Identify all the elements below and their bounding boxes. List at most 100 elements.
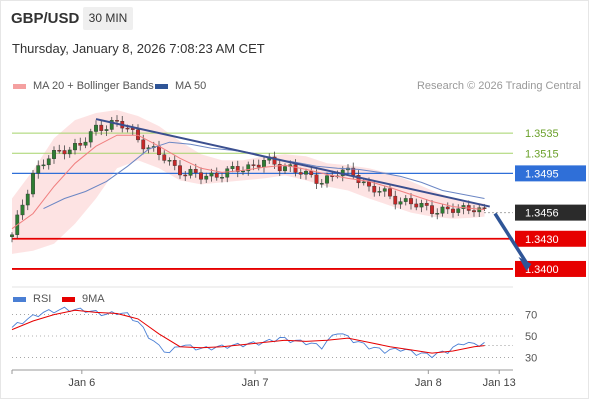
candle-46: [251, 164, 256, 166]
level-label-2: 1.3495: [525, 168, 559, 180]
candle-75: [403, 198, 408, 202]
candle-11: [67, 149, 72, 155]
x-tick-label-1: Jan 7: [242, 377, 269, 389]
forecast-arrow-head: [518, 256, 532, 271]
candle-9: [57, 150, 62, 152]
candle-41: [225, 168, 230, 178]
rsi-tick-label-0: 70: [525, 310, 537, 322]
candle-82: [440, 206, 445, 214]
current-price-label: 1.3456: [525, 208, 559, 220]
candle-79: [424, 202, 429, 206]
level-label-3: 1.3430: [525, 234, 559, 246]
candle-44: [241, 170, 245, 173]
candle-78: [419, 202, 424, 208]
candle-32: [178, 165, 182, 176]
candle-80: [430, 205, 434, 214]
candle-8: [52, 150, 56, 159]
candle-16: [94, 124, 98, 132]
candle-48: [262, 160, 266, 168]
candle-13: [78, 143, 83, 146]
candle-52: [283, 166, 287, 172]
candle-35: [193, 168, 198, 173]
ma50-legend-label: MA 50: [175, 80, 207, 92]
candle-17: [99, 124, 104, 131]
candle-42: [230, 166, 235, 169]
candle-57: [309, 170, 314, 176]
candle-67: [361, 181, 366, 184]
level-label-4: 1.3400: [525, 264, 559, 276]
candle-73: [393, 195, 398, 205]
ma9-legend-label: 9MA: [82, 293, 105, 305]
candle-15: [88, 131, 93, 143]
ma50-legend-swatch: [155, 84, 168, 89]
candle-55: [298, 172, 303, 175]
candle-74: [398, 201, 403, 205]
candle-50: [272, 156, 277, 165]
candle-43: [235, 166, 240, 172]
rsi-tick-label-2: 30: [525, 352, 537, 364]
candle-3: [25, 193, 30, 206]
candle-25: [141, 139, 146, 150]
candle-28: [157, 146, 161, 155]
candle-65: [351, 167, 356, 176]
candle-36: [199, 172, 203, 180]
candle-84: [451, 208, 455, 213]
x-tick-label-3: Jan 13: [483, 377, 516, 389]
candle-72: [388, 188, 392, 197]
candle-22: [125, 127, 130, 130]
candle-31: [172, 160, 177, 166]
candle-34: [188, 168, 193, 176]
level-label-0: 1.3535: [525, 128, 559, 140]
candle-30: [167, 160, 172, 162]
candle-37: [204, 175, 209, 180]
forecast-arrow-shaft: [493, 212, 528, 264]
candle-54: [293, 164, 298, 173]
candle-56: [304, 170, 308, 175]
candle-2: [20, 204, 25, 216]
candle-51: [277, 164, 282, 172]
candle-47: [256, 164, 261, 168]
ma20-line: [11, 134, 485, 230]
timeframe-badge[interactable]: 30 MIN: [83, 7, 133, 30]
candle-5: [36, 165, 41, 174]
candle-38: [209, 172, 214, 177]
ma20-legend-swatch: [13, 84, 26, 89]
candle-19: [109, 120, 114, 130]
current-price-badge: [515, 204, 586, 221]
candle-14: [83, 141, 88, 146]
candle-58: [314, 174, 319, 184]
candle-18: [104, 129, 109, 131]
candle-40: [220, 177, 224, 179]
rsi-legend-swatch: [13, 297, 26, 302]
candle-83: [445, 206, 450, 210]
candle-29: [162, 154, 167, 161]
candle-85: [456, 208, 461, 213]
timestamp: Thursday, January 8, 2026 7:08:23 AM CET: [12, 41, 265, 56]
candle-90: [482, 207, 487, 209]
instrument-title: GBP/USD: [11, 10, 80, 27]
level-badge-2: [515, 165, 586, 182]
x-tick-label-2: Jan 8: [415, 377, 442, 389]
candle-4: [31, 172, 35, 195]
level-badge-4: [515, 260, 586, 277]
candle-70: [377, 191, 382, 193]
candle-76: [409, 198, 413, 205]
credit-text: Research © 2026 Trading Central: [416, 80, 581, 92]
ma9-legend-swatch: [62, 297, 75, 302]
candle-59: [319, 183, 324, 185]
rsi-legend-label: RSI: [33, 293, 52, 305]
candle-77: [414, 203, 419, 208]
candle-33: [183, 174, 188, 177]
candle-71: [382, 188, 387, 192]
candle-0: [10, 234, 14, 237]
rsi-ma9-line: [11, 309, 485, 354]
candle-12: [73, 143, 77, 151]
candle-88: [472, 210, 476, 213]
level-badge-3: [515, 230, 586, 247]
rsi-tick-label-1: 50: [525, 331, 537, 343]
candle-20: [115, 120, 119, 122]
level-label-1: 1.3515: [525, 148, 559, 160]
candle-68: [367, 181, 371, 187]
